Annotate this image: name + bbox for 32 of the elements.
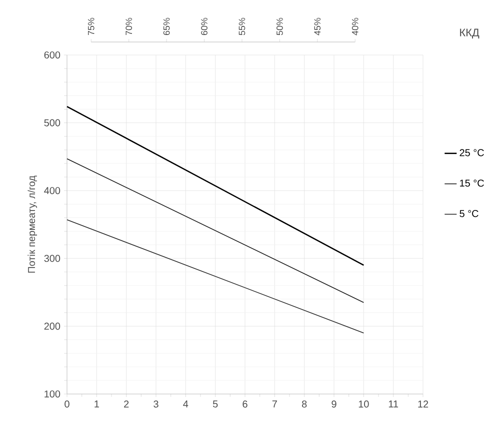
x-tick-label: 1 (94, 400, 99, 408)
y-tick-label: 100 (44, 390, 60, 398)
x2-tick-label: 70% (126, 18, 132, 36)
legend-label: 25 °C (460, 149, 484, 156)
y-tick-label: 300 (44, 254, 60, 262)
legend-label: 5 °C (460, 210, 478, 218)
y-tick-label: 200 (44, 322, 60, 330)
x-tick-label: 3 (154, 400, 158, 408)
x-tick-label: 5 (212, 400, 218, 408)
x-tick-label: 9 (332, 400, 336, 408)
x-tick-label: 10 (358, 400, 369, 408)
x-tick-label: 4 (183, 400, 188, 408)
x-tick-label: 7 (272, 400, 277, 408)
y-tick-label: 600 (44, 51, 60, 59)
x2-tick-label: 50% (276, 18, 283, 36)
y-tick-label: 400 (44, 187, 60, 194)
x2-tick-label: 55% (238, 18, 246, 36)
y-axis-title: Потік пермеату, л/год (28, 176, 38, 273)
x2-axis-title: ККД (460, 28, 480, 38)
x2-tick-label: 65% (163, 18, 170, 36)
x2-tick-label: 40% (352, 18, 358, 36)
x2-tick-label: 75% (88, 18, 94, 36)
x-tick-label: 11 (388, 400, 398, 408)
x-tick-label: 12 (418, 400, 428, 408)
x-tick-label: 8 (302, 400, 307, 408)
x2-tick-label: 45% (314, 18, 321, 36)
x-tick-label: 2 (124, 400, 129, 408)
x-tick-label: 0 (64, 400, 70, 408)
x2-tick-label: 60% (201, 18, 208, 36)
legend-label: 15 °C (460, 180, 484, 187)
x-tick-label: 6 (242, 400, 248, 408)
y-tick-label: 500 (44, 119, 60, 126)
